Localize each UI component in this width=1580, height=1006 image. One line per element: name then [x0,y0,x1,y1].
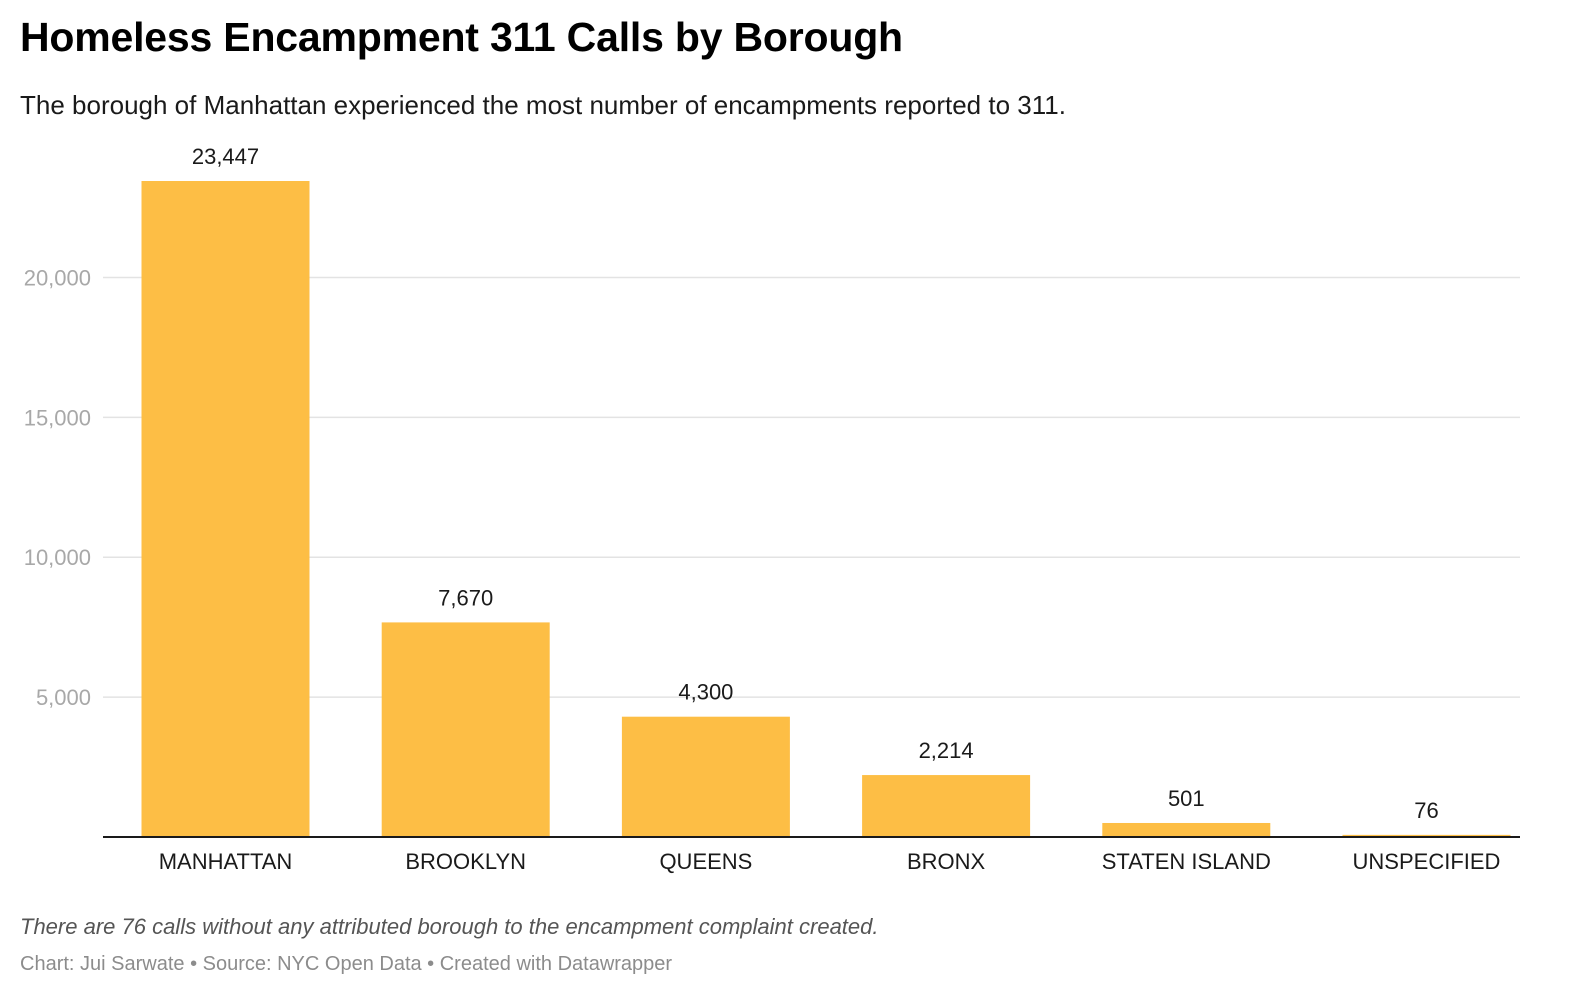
value-labels: 23,447 7,670 4,300 2,214 501 76 [192,144,1439,823]
bar [141,181,310,837]
value-label: 7,670 [438,585,493,610]
gridlines [103,276,1520,698]
chart-note: There are 76 calls without any attribute… [20,914,879,939]
chart-subtitle: The borough of Manhattan experienced the… [20,90,1066,120]
x-axis-ticks: MANHATTAN BROOKLYN QUEENS BRONX STATEN ISLAN… [159,849,1501,874]
bar [1342,834,1511,837]
value-label: 23,447 [192,144,259,169]
x-tick-label: MANHATTAN [159,849,293,874]
y-tick-label: 5,000 [36,685,91,710]
bar [1102,822,1271,837]
bar [381,622,550,837]
x-tick-label: BRONX [907,849,986,874]
y-tick-label: 20,000 [24,265,91,290]
x-tick-label: STATEN ISLAND [1102,849,1271,874]
chart-credits: Chart: Jui Sarwate • Source: NYC Open Da… [20,953,673,975]
y-axis-ticks: 5,000 10,000 15,000 20,000 [24,265,91,710]
x-tick-label: BROOKLYN [405,849,526,874]
value-label: 2,214 [919,738,974,763]
chart-title: Homeless Encampment 311 Calls by Borough [20,14,903,60]
x-tick-label: UNSPECIFIED [1353,849,1501,874]
y-tick-label: 10,000 [24,545,91,570]
value-label: 4,300 [678,680,733,705]
y-tick-label: 15,000 [24,405,91,430]
x-tick-label: QUEENS [659,849,752,874]
bar [862,775,1031,837]
bar [621,716,790,837]
value-label: 501 [1168,786,1205,811]
value-label: 76 [1414,798,1438,823]
bars [141,181,1511,837]
